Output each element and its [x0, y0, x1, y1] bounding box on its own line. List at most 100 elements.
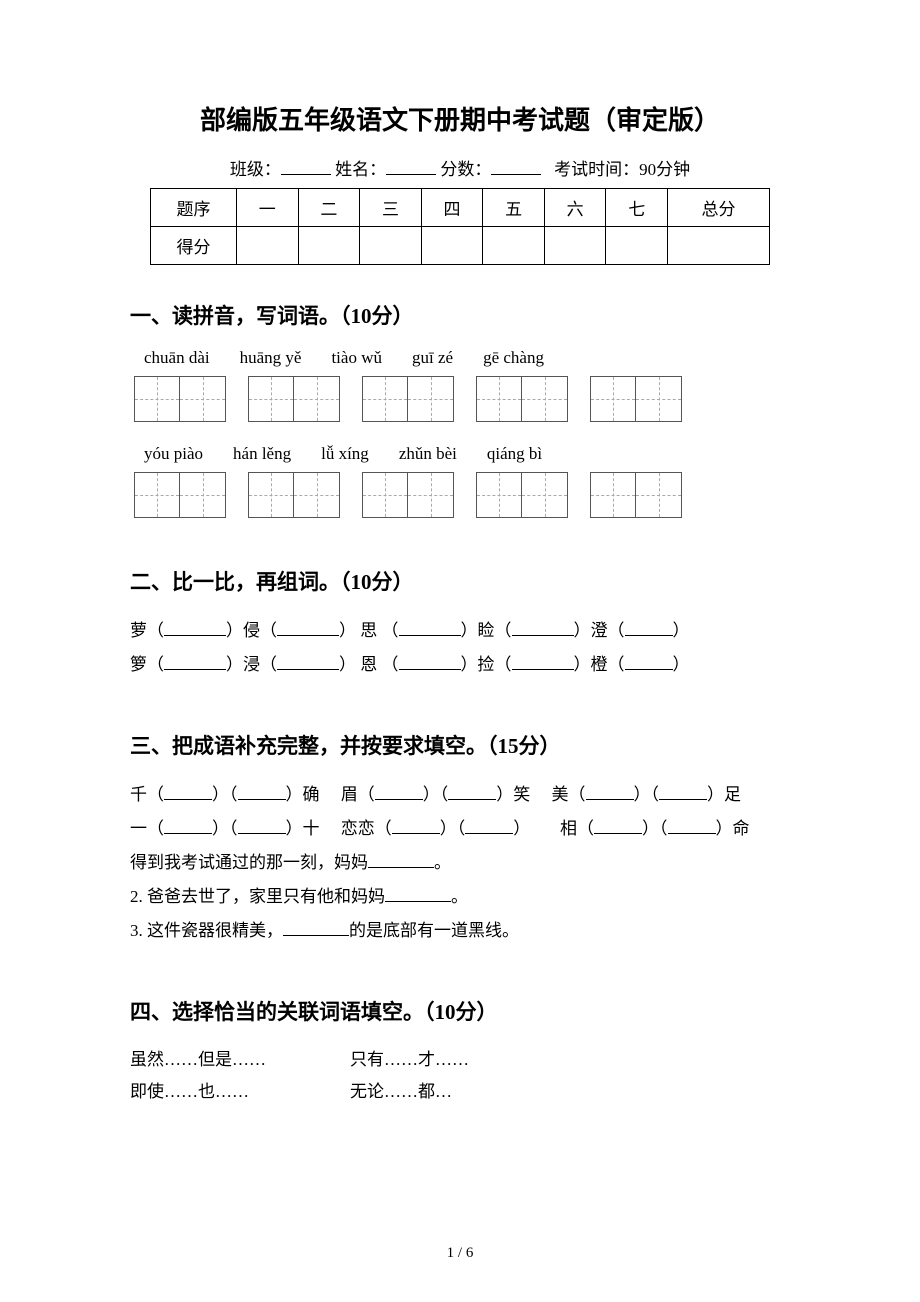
conj-left: 虽然……但是…… [130, 1044, 350, 1076]
header-info-line: 班级： 姓名： 分数： 考试时间：90分钟 [130, 155, 790, 180]
blank[interactable] [283, 935, 349, 936]
char-pair [134, 472, 226, 518]
blank[interactable] [668, 833, 716, 834]
text: ） 恩 （ [339, 655, 399, 674]
score-blank[interactable] [491, 158, 541, 175]
text: 的是底部有一道黑线。 [349, 921, 519, 940]
blank[interactable] [625, 669, 673, 670]
char-box[interactable] [408, 376, 454, 422]
score-cell[interactable] [544, 227, 606, 265]
char-box[interactable] [134, 472, 180, 518]
answer-boxes-row-1 [130, 376, 790, 422]
char-box[interactable] [590, 472, 636, 518]
score-cell[interactable] [668, 227, 770, 265]
char-box[interactable] [248, 472, 294, 518]
blank[interactable] [659, 799, 707, 800]
blank[interactable] [399, 669, 461, 670]
pinyin: zhǔn bèi [399, 444, 457, 464]
blank[interactable] [448, 799, 496, 800]
blank[interactable] [399, 635, 461, 636]
score-cell[interactable] [298, 227, 360, 265]
pinyin: lǚ xíng [321, 444, 369, 464]
text: ）侵（ [226, 621, 277, 640]
char-box[interactable] [294, 472, 340, 518]
text: ）（ [634, 785, 660, 804]
blank[interactable] [277, 669, 339, 670]
blank[interactable] [277, 635, 339, 636]
blank[interactable] [164, 669, 226, 670]
text: 得到我考试通过的那一刻，妈妈 [130, 853, 368, 872]
class-label: 班级： [230, 160, 281, 179]
blank[interactable] [465, 833, 513, 834]
text: ） 相（ [513, 819, 594, 838]
text: ）（ [212, 785, 238, 804]
pinyin: tiào wǔ [331, 348, 382, 368]
char-box[interactable] [636, 472, 682, 518]
text: 箩（ [130, 655, 164, 674]
section-3-idiom-line-1: 千（）（）确 眉（）（）笑 美（）（）足 [130, 778, 790, 812]
score-table: 题序 一 二 三 四 五 六 七 总分 得分 [150, 188, 770, 265]
char-pair [476, 376, 568, 422]
name-blank[interactable] [386, 158, 436, 175]
text: ）命 [716, 819, 750, 838]
char-box[interactable] [294, 376, 340, 422]
char-box[interactable] [248, 376, 294, 422]
blank[interactable] [586, 799, 634, 800]
text: ）捡（ [461, 655, 512, 674]
blank[interactable] [512, 669, 574, 670]
score-cell[interactable] [237, 227, 299, 265]
blank[interactable] [625, 635, 673, 636]
class-blank[interactable] [281, 158, 331, 175]
blank[interactable] [385, 901, 451, 902]
pinyin: yóu piào [144, 444, 203, 464]
score-cell[interactable] [483, 227, 545, 265]
char-box[interactable] [180, 472, 226, 518]
score-label: 分数： [440, 160, 491, 179]
text: ）睑（ [461, 621, 512, 640]
text: ） [673, 621, 690, 640]
text: 3. 这件瓷器很精美， [130, 921, 283, 940]
char-box[interactable] [636, 376, 682, 422]
blank[interactable] [512, 635, 574, 636]
blank[interactable] [368, 867, 434, 868]
blank[interactable] [164, 635, 226, 636]
char-pair [476, 472, 568, 518]
text: 一（ [130, 819, 164, 838]
blank[interactable] [164, 799, 212, 800]
text: ）足 [707, 785, 741, 804]
blank[interactable] [238, 833, 286, 834]
char-box[interactable] [134, 376, 180, 422]
section-2-line-2: 箩（）浸（） 恩 （）捡（）橙（） [130, 648, 790, 682]
score-cell[interactable] [421, 227, 483, 265]
blank[interactable] [164, 833, 212, 834]
char-box[interactable] [476, 376, 522, 422]
text: ）（ [440, 819, 466, 838]
char-box[interactable] [522, 472, 568, 518]
conj-left: 即使……也…… [130, 1076, 350, 1108]
char-box[interactable] [180, 376, 226, 422]
table-row-score: 得分 [151, 227, 770, 265]
char-box[interactable] [590, 376, 636, 422]
char-box[interactable] [476, 472, 522, 518]
blank[interactable] [594, 833, 642, 834]
blank[interactable] [375, 799, 423, 800]
blank[interactable] [392, 833, 440, 834]
char-pair [362, 376, 454, 422]
char-box[interactable] [408, 472, 454, 518]
char-box[interactable] [362, 376, 408, 422]
doc-title: 部编版五年级语文下册期中考试题（审定版） [130, 100, 790, 137]
char-box[interactable] [362, 472, 408, 518]
pinyin-row-1: chuān dài huāng yě tiào wǔ guī zé gē chà… [130, 348, 790, 368]
conj-right: 只有……才…… [350, 1044, 469, 1076]
text: ）笑 美（ [496, 785, 585, 804]
score-cell[interactable] [606, 227, 668, 265]
blank[interactable] [238, 799, 286, 800]
score-cell[interactable] [360, 227, 422, 265]
char-box[interactable] [522, 376, 568, 422]
col-6: 六 [544, 189, 606, 227]
text: 千（ [130, 785, 164, 804]
char-pair [248, 472, 340, 518]
exam-time: 考试时间：90分钟 [554, 160, 690, 179]
section-1-heading: 一、读拼音，写词语。（10分） [130, 300, 790, 330]
conj-right: 无论……都… [350, 1076, 452, 1108]
